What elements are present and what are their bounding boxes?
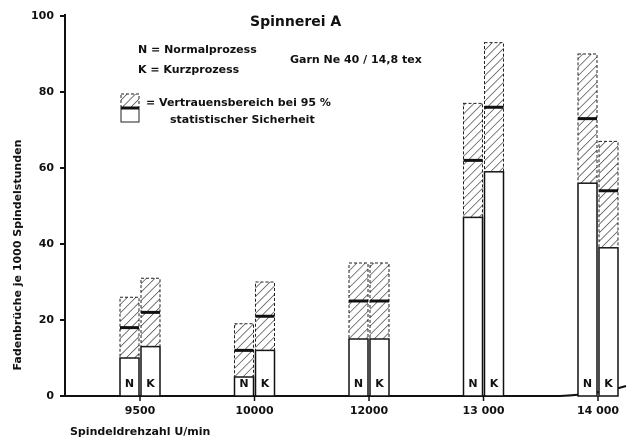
bar-label: N	[468, 377, 477, 390]
y-tick-label: 100	[31, 9, 54, 22]
bar-label: N	[354, 377, 363, 390]
bar-label: K	[146, 377, 155, 390]
annotation: Garn Ne 40 / 14,8 tex	[290, 53, 422, 66]
bar-label: K	[261, 377, 270, 390]
bar-label: K	[490, 377, 499, 390]
bar-base	[483, 171, 505, 397]
annotation: N = Normalprozess	[138, 43, 257, 56]
bar-base	[598, 247, 619, 397]
y-axis-label: Fadenbrüche je 1000 Spindelstunden	[11, 140, 24, 371]
bar-base	[577, 182, 598, 397]
legend-swatch	[120, 93, 140, 109]
bar-label: N	[583, 377, 592, 390]
x-tick-label: 13 000	[462, 404, 504, 417]
confidence-band	[598, 140, 619, 249]
bar-label: N	[239, 377, 248, 390]
bar-label: K	[604, 377, 613, 390]
bar-label: N	[125, 377, 134, 390]
x-axis-label: Spindeldrehzahl U/min	[70, 425, 210, 438]
x-tick-label: 12000	[350, 404, 389, 417]
annotation: statistischer Sicherheit	[170, 113, 315, 126]
y-tick-label: 0	[46, 389, 54, 402]
y-tick-label: 60	[39, 161, 55, 174]
y-tick-label: 80	[39, 85, 55, 98]
annotation: K = Kurzprozess	[138, 63, 240, 76]
y-tick-label: 20	[39, 313, 55, 326]
x-tick-label: 14 000	[577, 404, 619, 417]
x-tick-label: 10000	[235, 404, 274, 417]
x-tick-label: 9500	[125, 404, 156, 417]
bar-base	[462, 216, 484, 397]
legend-swatch	[120, 107, 140, 123]
annotation: = Vertrauensbereich bei 95 %	[146, 96, 331, 109]
bar-label: K	[375, 377, 384, 390]
y-tick-label: 40	[39, 237, 55, 250]
chart-title: Spinnerei A	[250, 14, 341, 30]
